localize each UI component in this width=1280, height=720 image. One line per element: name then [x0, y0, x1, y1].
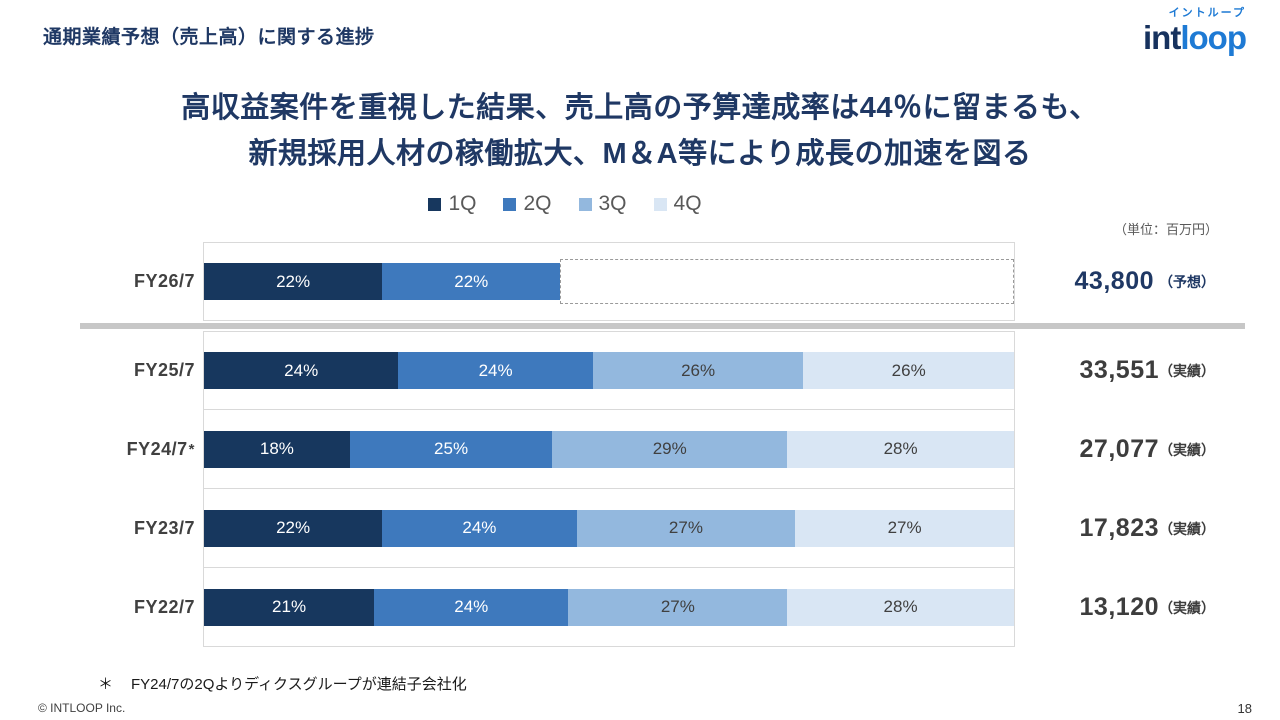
unit-note: （単位：百万円） — [1113, 222, 1218, 237]
bar-segment-4q: 28% — [787, 430, 1014, 468]
bar-area: 18% 25% 29% 28% — [203, 410, 1015, 489]
total-number: 43,800 — [1074, 267, 1154, 295]
forecast-remainder — [560, 259, 1014, 304]
bar-area: 24% 24% 26% 26% — [203, 331, 1015, 410]
legend-label: 4Q — [673, 192, 702, 215]
stacked-bar: 24% 24% 26% 26% — [204, 352, 1014, 389]
bar-segment-1q: 18% — [204, 430, 350, 468]
logo-text-int: int — [1143, 19, 1181, 56]
legend-label: 2Q — [523, 192, 552, 215]
headline-line-1: 高収益案件を重視した結果、売上高の予算達成率は44％に留まるも、 — [181, 92, 1099, 124]
total-suffix: （実績） — [1159, 441, 1215, 458]
bar-segment-3q: 26% — [592, 352, 804, 389]
legend-label: 1Q — [448, 192, 477, 215]
footnote: ＊ FY24/7の2Qよりディクスグループが連結子会社化 — [98, 673, 467, 694]
logo-wordmark: intloop — [1143, 19, 1247, 56]
chart-row-fy25-7: FY25/7 24% 24% 26% 26% 33,551 （実績） — [80, 331, 1245, 410]
legend-swatch-4q — [653, 197, 667, 211]
total-suffix: （予想） — [1159, 273, 1215, 290]
bar-segment-1q: 24% — [204, 352, 399, 389]
headline-line-2: 新規採用人材の稼働拡大、M＆A等により成長の加速を図る — [248, 137, 1032, 170]
company-logo: イントループ intloop — [1143, 7, 1247, 56]
page-number: 18 — [1237, 701, 1252, 716]
bar-segment-1q: 22% — [204, 263, 383, 300]
chart-row-fy22-7: FY22/7 21% 24% 27% 28% 13,120 （実績） — [80, 568, 1245, 647]
legend-item-2q: 2Q — [503, 192, 552, 216]
row-total: 33,551 （実績） — [1015, 331, 1245, 410]
bar-segment-4q: 26% — [803, 352, 1014, 389]
actuals-section: FY25/7 24% 24% 26% 26% 33,551 （実績） FY24/7 * 18% 25… — [80, 331, 1245, 647]
total-number: 27,077 — [1079, 435, 1159, 463]
forecast-section: FY26/7 22% 22% 43,800 （予想） — [80, 242, 1245, 321]
bar-segment-2q: 24% — [374, 588, 569, 626]
section-divider — [80, 323, 1245, 329]
bar-area: 22% 22% — [203, 242, 1015, 321]
logo-kana: イントループ — [1168, 7, 1246, 19]
stacked-bar: 22% 24% 27% 27% — [204, 509, 1014, 547]
logo-text-loop: loop — [1180, 19, 1247, 56]
chart-legend: 1Q 2Q 3Q 4Q — [0, 192, 1130, 216]
chart-row-fy26-7: FY26/7 22% 22% 43,800 （予想） — [80, 242, 1245, 321]
copyright: © INTLOOP Inc. — [38, 701, 126, 715]
revenue-progress-chart: FY26/7 22% 22% 43,800 （予想） FY25/7 24% 24% 26% 26… — [80, 242, 1245, 647]
legend-swatch-1q — [428, 197, 442, 211]
total-suffix: （実績） — [1159, 520, 1215, 537]
stacked-bar: 21% 24% 27% 28% — [204, 588, 1014, 626]
row-label: FY26/7 — [133, 271, 195, 291]
legend-label: 3Q — [598, 192, 627, 215]
row-label: FY22/7 — [133, 597, 195, 617]
legend-swatch-2q — [503, 197, 517, 211]
row-total: 27,077 （実績） — [1015, 410, 1245, 489]
footnote-ref-asterisk: * — [188, 441, 195, 458]
row-label: FY24/7 * — [126, 439, 195, 459]
total-number: 33,551 — [1079, 356, 1159, 384]
total-suffix: （実績） — [1159, 362, 1215, 379]
legend-swatch-3q — [578, 197, 592, 211]
bar-segment-2q: 24% — [398, 352, 593, 389]
legend-item-4q: 4Q — [653, 192, 702, 216]
row-total: 13,120 （実績） — [1015, 568, 1245, 647]
bar-segment-3q: 27% — [576, 509, 796, 547]
total-number: 17,823 — [1079, 514, 1159, 542]
footnote-marker: ＊ — [98, 676, 114, 693]
row-total: 43,800 （予想） — [1015, 242, 1245, 321]
legend-item-3q: 3Q — [578, 192, 627, 216]
bar-segment-2q: 24% — [382, 509, 577, 547]
stacked-bar: 22% 22% — [204, 259, 1014, 304]
chart-row-fy23-7: FY23/7 22% 24% 27% 27% 17,823 （実績） — [80, 489, 1245, 568]
total-number: 13,120 — [1079, 593, 1159, 621]
bar-segment-3q: 27% — [568, 588, 788, 626]
bar-segment-1q: 21% — [204, 588, 375, 626]
slide-title: 通期業績予想（売上高）に関する進捗 — [43, 27, 375, 48]
bar-segment-1q: 22% — [204, 509, 383, 547]
bar-area: 22% 24% 27% 27% — [203, 489, 1015, 568]
bar-segment-2q: 25% — [349, 430, 553, 468]
legend-item-1q: 1Q — [428, 192, 476, 216]
bar-segment-3q: 29% — [552, 430, 788, 468]
chart-row-fy24-7: FY24/7 * 18% 25% 29% 28% 27,077 （実績） — [80, 410, 1245, 489]
footnote-text: FY24/7の2Qよりディクスグループが連結子会社化 — [131, 676, 467, 693]
row-label: FY25/7 — [133, 360, 195, 380]
row-label: FY23/7 — [133, 518, 195, 538]
stacked-bar: 18% 25% 29% 28% — [204, 430, 1014, 468]
headline: 高収益案件を重視した結果、売上高の予算達成率は44％に留まるも、 新規採用人材の… — [0, 86, 1280, 178]
bar-area: 21% 24% 27% 28% — [203, 568, 1015, 647]
bar-segment-2q: 22% — [382, 263, 561, 300]
row-total: 17,823 （実績） — [1015, 489, 1245, 568]
total-suffix: （実績） — [1159, 599, 1215, 616]
bar-segment-4q: 28% — [787, 588, 1014, 626]
bar-segment-4q: 27% — [795, 509, 1014, 547]
